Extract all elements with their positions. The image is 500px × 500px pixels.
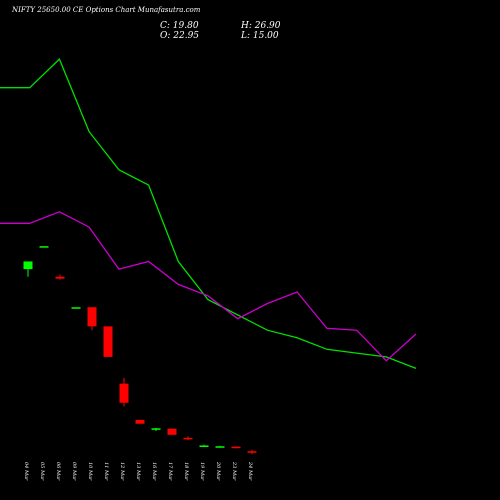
x-tick-label: 12 Mar [119, 462, 125, 481]
x-tick-label: 06 Mar [55, 462, 61, 481]
x-tick-label: 10 Mar [87, 462, 93, 481]
candle-body [151, 428, 161, 430]
x-tick-label: 18 Mar [183, 462, 189, 481]
x-tick-label: 13 Mar [135, 462, 141, 481]
x-tick-label: 24 Mar [247, 461, 253, 481]
average-line-1 [0, 57, 417, 370]
close-value: C: 19.80 [160, 21, 199, 31]
candle-body [199, 445, 209, 447]
candle-body [39, 246, 49, 248]
average-line-2 [0, 211, 417, 362]
candle-body [55, 276, 65, 279]
x-tick-label: 16 Mar [151, 462, 157, 481]
candle-body [71, 307, 81, 309]
candle-body [247, 451, 257, 453]
candle-body [167, 428, 177, 435]
x-tick-label: 04 Mar [23, 462, 29, 481]
x-tick-label: 19 Mar [199, 462, 205, 481]
candle-body [87, 307, 97, 327]
x-tick-label: 11 Mar [103, 462, 109, 481]
candle-body [183, 437, 193, 440]
candle-body [215, 446, 225, 448]
low-value: L: 15.00 [241, 31, 279, 41]
candle-body [23, 261, 33, 270]
candle-body [231, 446, 241, 449]
candle-body [119, 383, 129, 403]
x-tick-label: 05 Mar [39, 462, 45, 481]
chart-title: NIFTY 25650.00 CE Options Chart Munafasu… [12, 6, 201, 14]
x-tick-label: 20 Mar [215, 461, 221, 481]
x-tick-label: 23 Mar [231, 461, 237, 481]
open-value: O: 22.95 [160, 31, 200, 41]
candle-body [135, 419, 145, 424]
candle-body [103, 326, 113, 357]
x-tick-label: 09 Mar [71, 462, 77, 481]
x-tick-label: 17 Mar [167, 462, 173, 481]
high-value: H: 26.90 [241, 21, 281, 31]
